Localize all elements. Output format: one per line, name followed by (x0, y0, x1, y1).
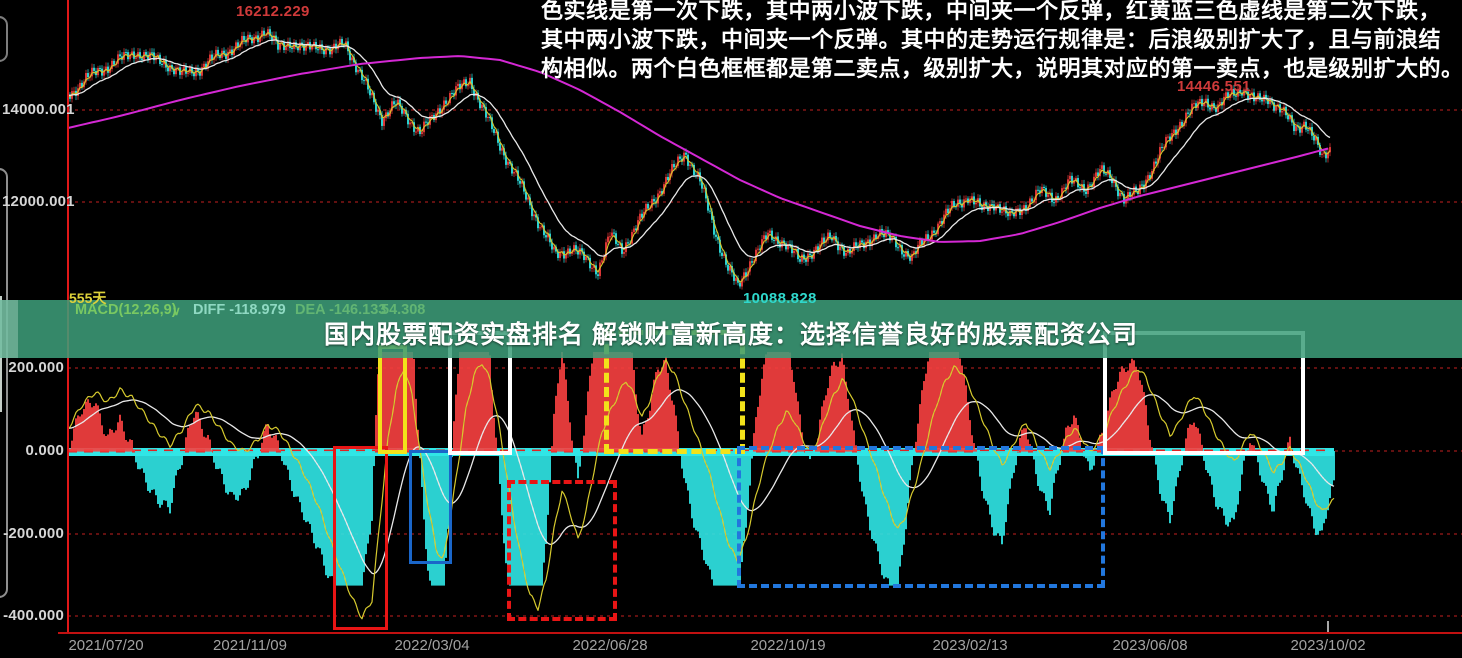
price-low-label: 10088.828 (743, 290, 817, 307)
y-axis-label: 0.000 (25, 442, 64, 459)
annotation-paragraph-line2: 其中两小波下跌，中间夹一个反弹。其中的走势运行规律是：后浪级别扩大了，且与前浪结 (541, 27, 1442, 52)
x-axis-date-label: 2022/06/28 (572, 637, 648, 654)
box-blue-solid (409, 450, 452, 564)
left-edge-widget-top (0, 16, 8, 62)
chevron-down-icon[interactable]: ∨ (172, 304, 181, 318)
x-axis-date-label: 2021/07/20 (68, 637, 144, 654)
y-axis-label: 12000.001 (2, 193, 75, 210)
macd-indicator-label: MACD(12,26,9) (75, 302, 177, 318)
macd-params: MACD(12,26,9) (75, 302, 177, 318)
y-axis-label: 200.000 (8, 359, 64, 376)
box-red-solid (333, 446, 388, 630)
box-red-dashed (507, 480, 617, 621)
y-axis-label: 14000.001 (2, 101, 75, 118)
x-axis-date-label: 2023/06/08 (1112, 637, 1188, 654)
annotation-paragraph-line1: 色实线是第一次下跌，其中两小波下跌，中间夹一个反弹，红黄蓝三色虚线是第二次下跌， (541, 0, 1442, 23)
x-axis-date-label: 2021/11/09 (213, 637, 287, 654)
title-banner-left-strip (0, 300, 18, 358)
x-axis-date-label: 2022/03/04 (394, 637, 470, 654)
diff-value-label: DIFF -118.979 (193, 302, 286, 318)
price-right-peak-label: 14446.551 (1177, 78, 1251, 95)
y-axis-label: -200.000 (3, 525, 64, 542)
macd-value-label: 54.308 (381, 302, 426, 318)
box-blue-dashed (737, 446, 1105, 588)
dea-value-label: DEA -146.133 (295, 302, 387, 318)
period-label: 555天 (69, 290, 107, 306)
y-axis-label: -400.000 (3, 607, 64, 624)
annotation-paragraph-line3: 构相似。两个白色框框都是第二卖点，级别扩大，说明其对应的第一卖点，也是级别扩大的… (541, 56, 1462, 81)
x-axis-date-label: 2023/10/02 (1290, 637, 1366, 654)
title-banner-overlay (0, 300, 1462, 358)
price-high-label: 16212.229 (236, 3, 310, 20)
box-yellow-solid (378, 345, 407, 454)
x-axis-date-label: 2022/10/19 (750, 637, 826, 654)
page-title: 国内股票配资实盘排名 解锁财富新高度：选择信誉良好的股票配资公司 (324, 321, 1138, 349)
x-axis-date-label: 2023/02/13 (932, 637, 1008, 654)
